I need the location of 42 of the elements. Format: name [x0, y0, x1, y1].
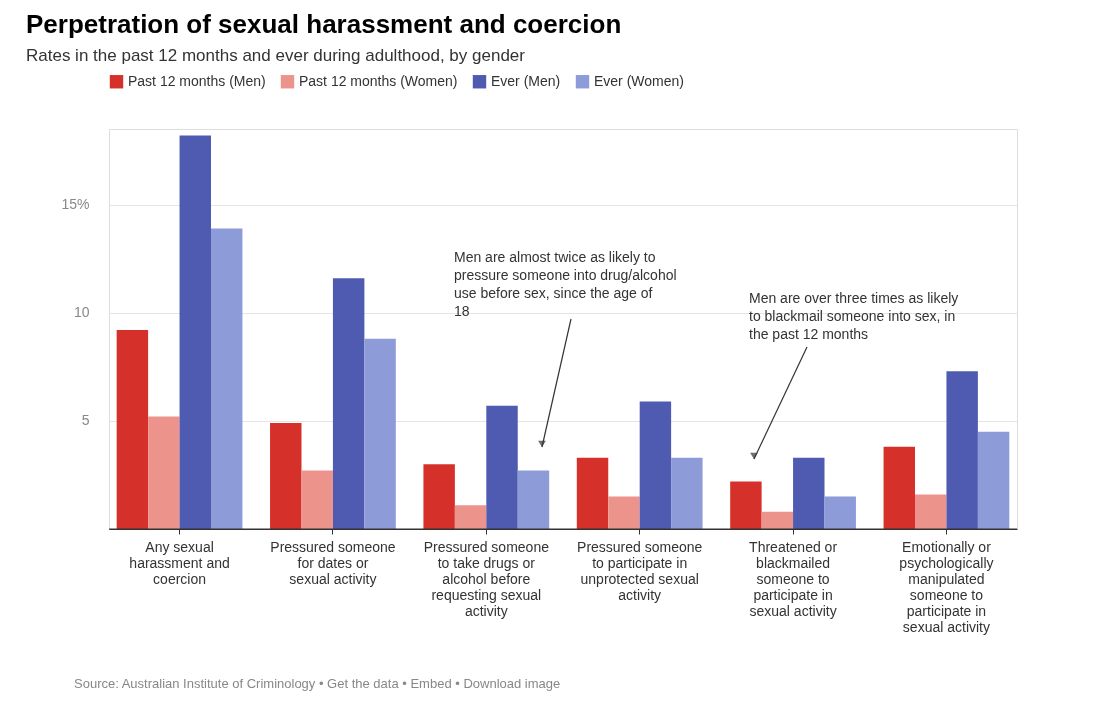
- bar: [332, 278, 365, 529]
- bar: [517, 470, 550, 529]
- bar: [946, 371, 978, 529]
- bar: [730, 481, 762, 529]
- bar: [671, 457, 703, 529]
- legend-label: Past 12 months (Women): [299, 72, 458, 89]
- bar: [211, 228, 243, 529]
- bar: [977, 431, 1010, 529]
- bar: [883, 446, 915, 529]
- bar: [486, 405, 518, 529]
- bar: [148, 416, 180, 529]
- chart-subtitle: Rates in the past 12 months and ever during adulthood, by gender: [25, 46, 526, 65]
- annotation: Men are over three times as likely to blackmail someone into sex, in the past 12 months: [749, 290, 959, 342]
- bar: [824, 496, 856, 529]
- bar: [301, 470, 333, 529]
- x-tick-label: Pressured someone to participate in unprotected sexual activity: [577, 538, 703, 603]
- y-tick-label: 10: [73, 304, 90, 321]
- x-tick-label: Threatened or blackmailed someone to participate in sexual activity: [749, 538, 838, 619]
- bar: [116, 330, 149, 529]
- source-note: Source: Australian Institute of Criminology • Get the data • Embed • Download image: [74, 676, 561, 691]
- chart-title: Perpetration of sexual harassment and coercion: [25, 9, 622, 39]
- bar: [364, 338, 396, 529]
- bar: [423, 464, 455, 529]
- y-tick-label: 15%: [61, 196, 90, 213]
- annotation: Men are almost twice as likely to pressure someone into drug/alcohol use before sex, since the age of 18: [454, 249, 677, 319]
- x-tick-label: Pressured someone for dates or sexual activity: [270, 538, 396, 587]
- y-tick-label: 5: [81, 412, 90, 429]
- x-tick-label: Any sexual harassment and coercion: [129, 538, 230, 587]
- bar: [639, 401, 672, 529]
- x-tick-label: Emotionally or psychologically manipulated someone to participate in sexual activity: [899, 538, 994, 635]
- bar: [454, 505, 487, 529]
- bar: [793, 457, 825, 529]
- bar: [915, 494, 947, 529]
- bar: [576, 457, 609, 529]
- bar: [608, 496, 640, 529]
- x-tick-label: Pressured someone to take drugs or alcohol before requesting sexual activity: [423, 538, 550, 619]
- legend-label: Past 12 months (Men): [128, 72, 266, 89]
- legend-label: Ever (Men): [491, 72, 561, 89]
- bar: [179, 135, 211, 529]
- bar: [761, 511, 794, 529]
- bar: [270, 423, 302, 529]
- legend-label: Ever (Women): [594, 72, 684, 89]
